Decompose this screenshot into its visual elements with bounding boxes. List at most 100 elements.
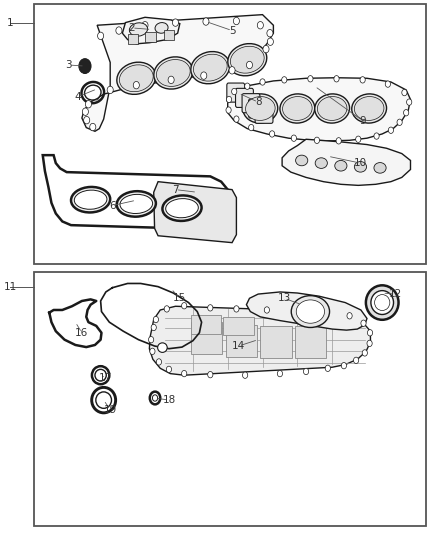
- Ellipse shape: [371, 290, 393, 314]
- Circle shape: [385, 81, 391, 87]
- Circle shape: [142, 21, 148, 29]
- Circle shape: [304, 368, 309, 375]
- Text: 8: 8: [255, 97, 261, 107]
- Text: 12: 12: [389, 289, 402, 299]
- Circle shape: [367, 329, 373, 336]
- Circle shape: [150, 348, 155, 354]
- Circle shape: [133, 82, 139, 89]
- Bar: [127, 34, 138, 44]
- Circle shape: [203, 18, 209, 25]
- Text: 9: 9: [359, 116, 366, 126]
- Circle shape: [314, 137, 320, 143]
- Circle shape: [341, 362, 346, 369]
- Polygon shape: [149, 306, 371, 375]
- Circle shape: [403, 110, 409, 116]
- Circle shape: [360, 77, 365, 83]
- Ellipse shape: [166, 199, 198, 218]
- Text: 2: 2: [129, 23, 135, 33]
- Circle shape: [173, 19, 179, 26]
- FancyBboxPatch shape: [227, 83, 245, 102]
- Circle shape: [334, 76, 339, 82]
- Ellipse shape: [315, 94, 350, 123]
- Circle shape: [269, 131, 275, 137]
- Circle shape: [107, 86, 113, 94]
- Circle shape: [234, 116, 239, 122]
- Circle shape: [156, 359, 162, 365]
- Text: 6: 6: [109, 200, 116, 211]
- Polygon shape: [247, 292, 367, 330]
- Circle shape: [234, 306, 239, 312]
- Ellipse shape: [120, 195, 152, 214]
- Ellipse shape: [318, 96, 347, 120]
- Circle shape: [260, 79, 265, 85]
- Bar: [34, 272, 426, 526]
- Ellipse shape: [95, 369, 106, 381]
- Ellipse shape: [155, 22, 168, 33]
- Circle shape: [321, 310, 326, 317]
- Circle shape: [152, 395, 158, 401]
- Ellipse shape: [230, 46, 264, 73]
- Ellipse shape: [120, 65, 153, 92]
- Bar: [164, 30, 174, 39]
- Circle shape: [247, 61, 253, 69]
- Circle shape: [182, 303, 187, 309]
- Ellipse shape: [96, 392, 112, 408]
- Circle shape: [361, 320, 366, 326]
- Circle shape: [336, 138, 341, 144]
- Circle shape: [264, 307, 269, 313]
- Text: 1: 1: [7, 18, 14, 28]
- Circle shape: [325, 365, 330, 372]
- Circle shape: [282, 77, 287, 83]
- Circle shape: [308, 76, 313, 82]
- Circle shape: [267, 29, 273, 37]
- Circle shape: [243, 372, 248, 378]
- Ellipse shape: [158, 343, 167, 352]
- Polygon shape: [154, 182, 237, 243]
- Ellipse shape: [315, 158, 327, 168]
- Circle shape: [98, 32, 104, 39]
- Circle shape: [397, 119, 402, 125]
- Circle shape: [85, 101, 92, 108]
- Circle shape: [362, 350, 367, 356]
- Bar: [191, 322, 222, 354]
- Bar: [34, 4, 426, 264]
- Text: 14: 14: [232, 341, 245, 351]
- Circle shape: [353, 357, 359, 364]
- Ellipse shape: [156, 60, 190, 86]
- Ellipse shape: [154, 57, 193, 89]
- Ellipse shape: [283, 96, 312, 120]
- FancyBboxPatch shape: [242, 94, 260, 113]
- Ellipse shape: [117, 62, 156, 94]
- Text: 17: 17: [99, 373, 113, 383]
- Ellipse shape: [194, 54, 227, 81]
- Circle shape: [374, 133, 379, 139]
- Circle shape: [291, 135, 297, 141]
- Ellipse shape: [162, 196, 201, 221]
- Circle shape: [263, 45, 269, 53]
- Circle shape: [201, 72, 207, 79]
- Bar: [260, 326, 292, 358]
- Ellipse shape: [374, 163, 386, 173]
- Text: 10: 10: [354, 158, 367, 168]
- Ellipse shape: [291, 296, 329, 327]
- Text: 3: 3: [66, 60, 72, 70]
- FancyBboxPatch shape: [255, 104, 273, 123]
- Ellipse shape: [71, 187, 110, 213]
- Circle shape: [356, 136, 361, 142]
- Circle shape: [226, 107, 231, 114]
- Bar: [226, 325, 257, 357]
- Polygon shape: [282, 139, 410, 185]
- Circle shape: [367, 340, 372, 346]
- Circle shape: [267, 38, 273, 45]
- Text: 5: 5: [229, 26, 235, 36]
- Circle shape: [347, 313, 352, 319]
- Circle shape: [277, 370, 283, 377]
- Ellipse shape: [228, 44, 267, 76]
- Circle shape: [164, 306, 170, 312]
- Ellipse shape: [246, 96, 275, 120]
- Circle shape: [226, 96, 232, 103]
- Circle shape: [295, 309, 300, 316]
- Circle shape: [249, 124, 254, 131]
- Circle shape: [168, 76, 174, 84]
- Ellipse shape: [354, 96, 384, 120]
